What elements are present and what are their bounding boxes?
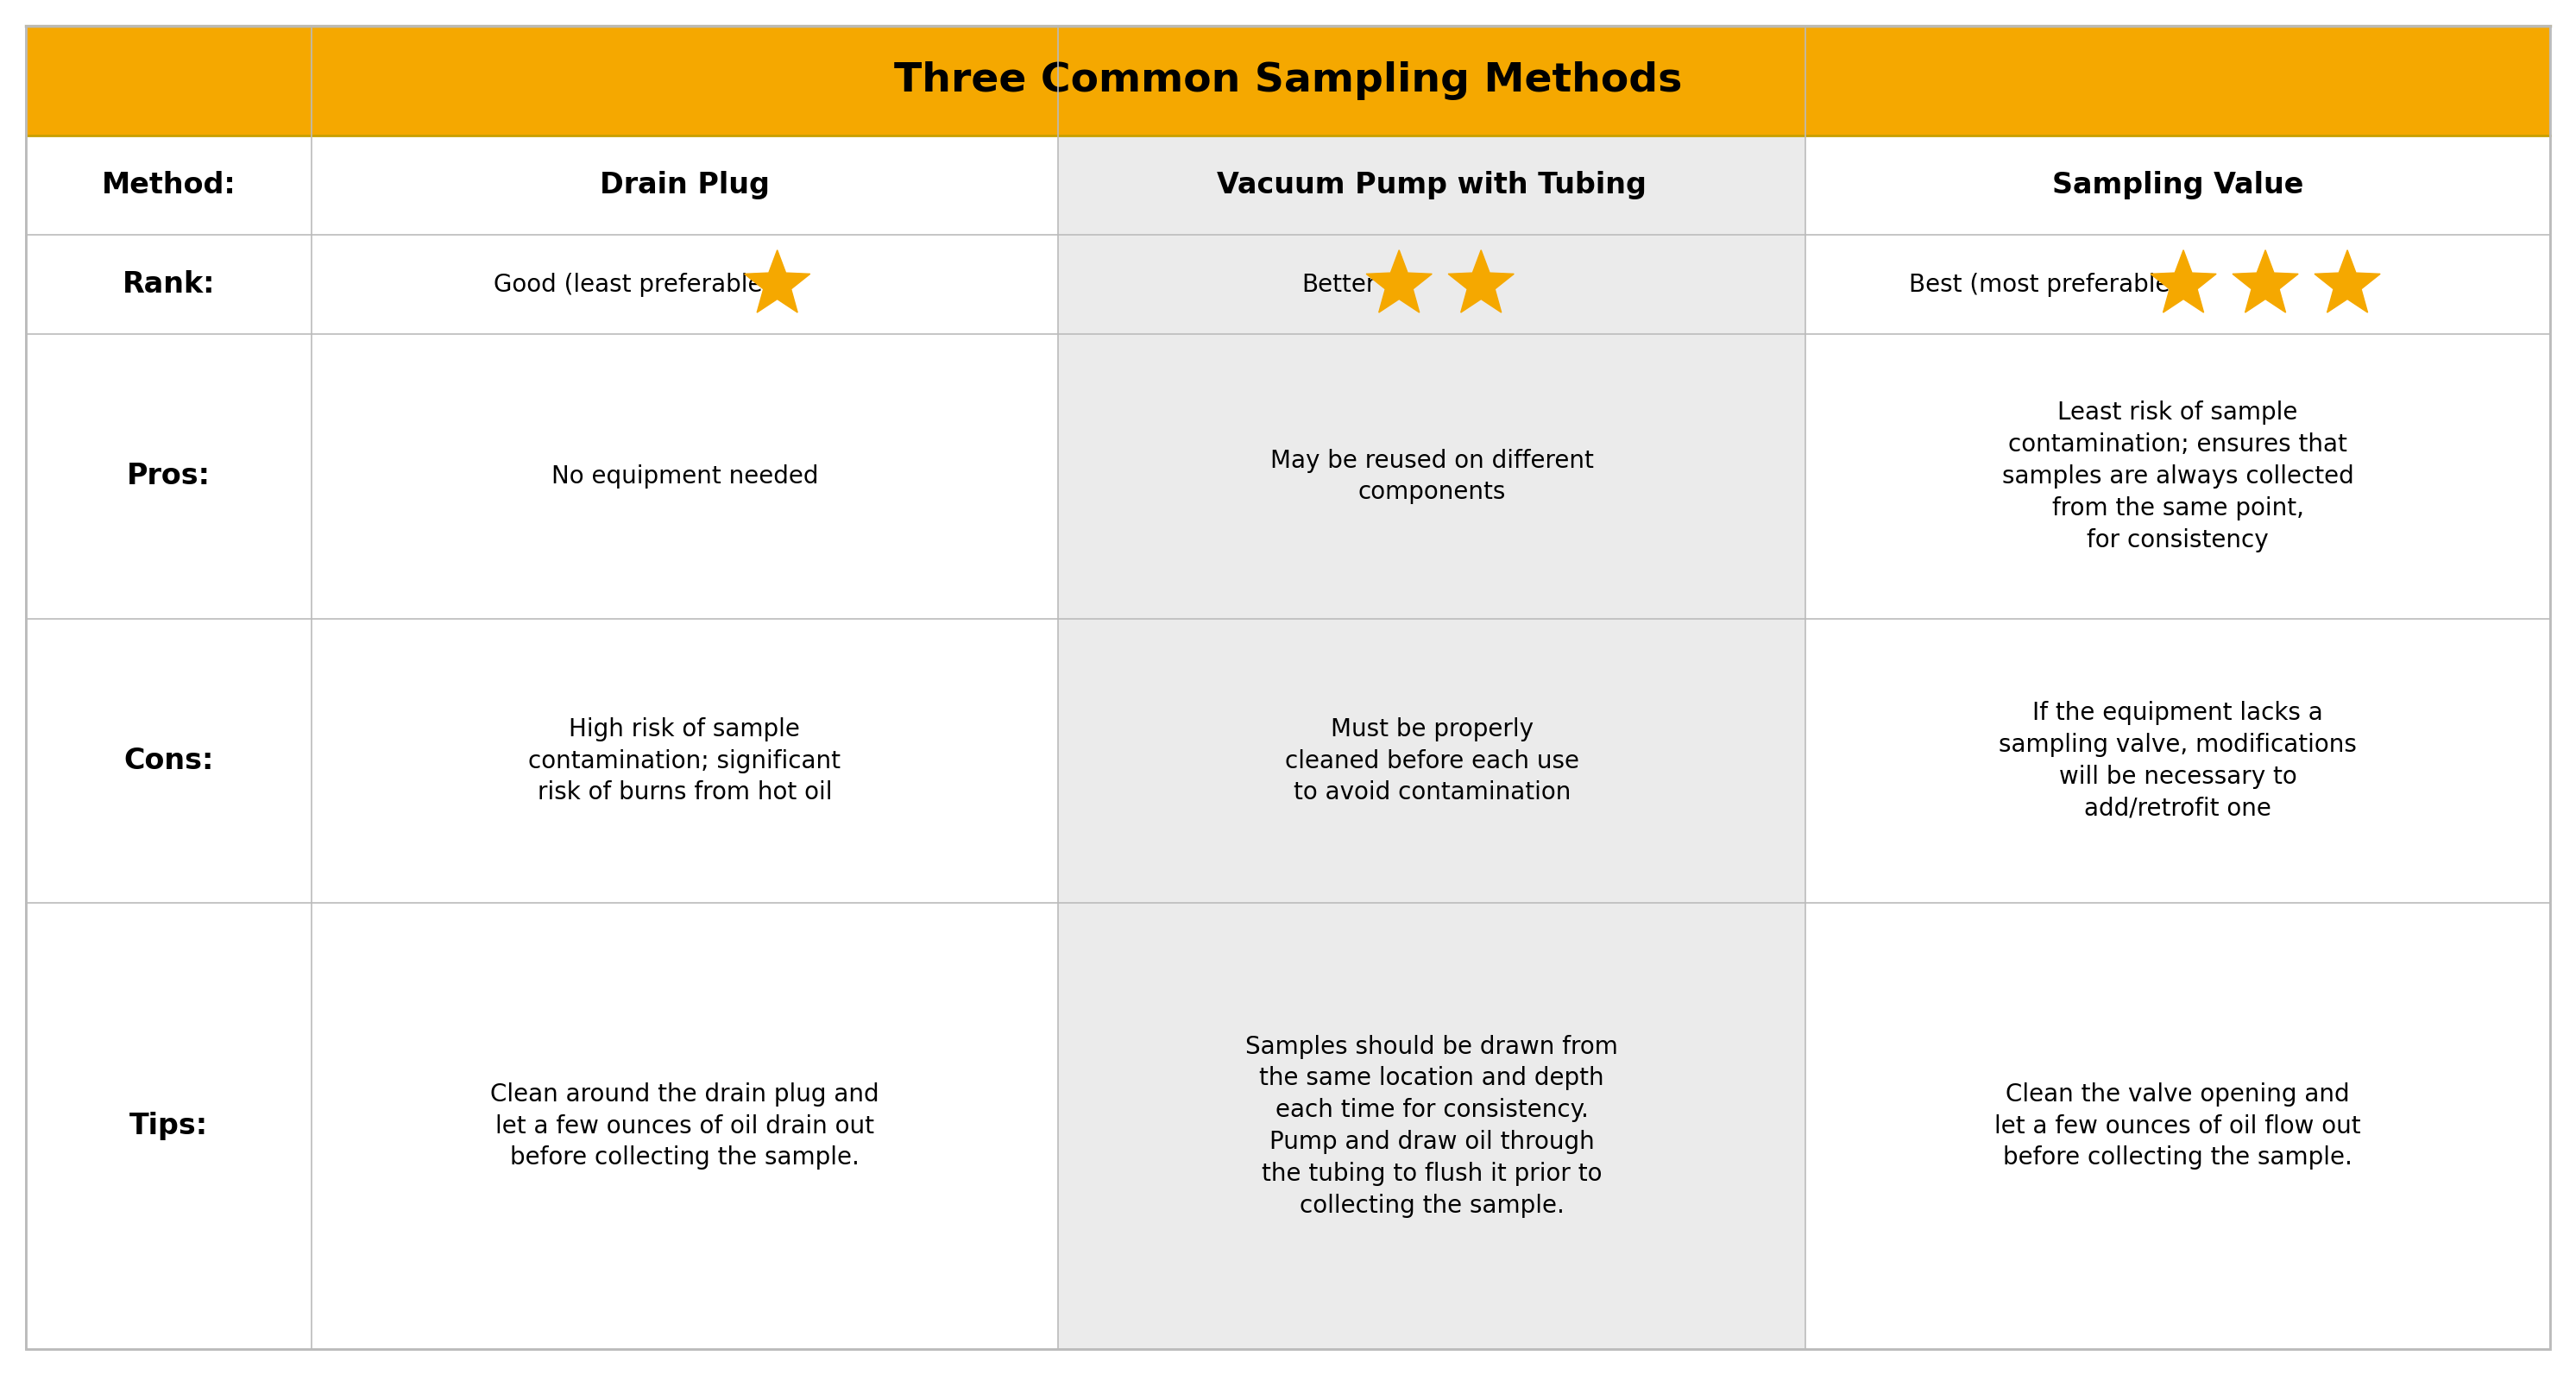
Text: Method:: Method: xyxy=(100,170,237,199)
Bar xyxy=(1059,619,1806,903)
Bar xyxy=(26,619,312,903)
Bar xyxy=(312,334,1059,619)
Text: Three Common Sampling Methods: Three Common Sampling Methods xyxy=(894,62,1682,100)
Polygon shape xyxy=(2313,250,2380,312)
Text: Least risk of sample
contamination; ensures that
samples are always collected
fr: Least risk of sample contamination; ensu… xyxy=(2002,401,2354,551)
Text: Vacuum Pump with Tubing: Vacuum Pump with Tubing xyxy=(1216,170,1646,199)
Bar xyxy=(1806,619,2550,903)
Bar xyxy=(312,136,1059,235)
Bar xyxy=(26,903,312,1349)
Bar xyxy=(1059,235,1806,334)
Bar xyxy=(312,235,1059,334)
Text: Better: Better xyxy=(1301,272,1376,297)
Text: If the equipment lacks a
sampling valve, modifications
will be necessary to
add/: If the equipment lacks a sampling valve,… xyxy=(1999,701,2357,821)
Bar xyxy=(312,903,1059,1349)
Text: Must be properly
cleaned before each use
to avoid contamination: Must be properly cleaned before each use… xyxy=(1285,718,1579,804)
Bar xyxy=(1059,136,1806,235)
Text: Rank:: Rank: xyxy=(121,271,214,298)
Polygon shape xyxy=(744,250,809,312)
Text: No equipment needed: No equipment needed xyxy=(551,465,819,488)
Bar xyxy=(312,619,1059,903)
Bar xyxy=(1059,334,1806,619)
Text: Cons:: Cons: xyxy=(124,747,214,775)
Bar xyxy=(26,26,2550,136)
Bar xyxy=(1806,334,2550,619)
Text: Samples should be drawn from
the same location and depth
each time for consisten: Samples should be drawn from the same lo… xyxy=(1247,1034,1618,1218)
Text: High risk of sample
contamination; significant
risk of burns from hot oil: High risk of sample contamination; signi… xyxy=(528,718,840,804)
Bar xyxy=(26,136,312,235)
Polygon shape xyxy=(1448,250,1515,312)
Text: Clean the valve opening and
let a few ounces of oil flow out
before collecting t: Clean the valve opening and let a few ou… xyxy=(1994,1082,2362,1170)
Text: Clean around the drain plug and
let a few ounces of oil drain out
before collect: Clean around the drain plug and let a fe… xyxy=(489,1082,878,1170)
Bar xyxy=(26,235,312,334)
Text: Sampling Value: Sampling Value xyxy=(2053,170,2303,199)
Polygon shape xyxy=(2151,250,2215,312)
Bar xyxy=(1806,235,2550,334)
Text: Good (least preferable): Good (least preferable) xyxy=(495,272,773,297)
Text: Pros:: Pros: xyxy=(126,462,211,491)
Text: Drain Plug: Drain Plug xyxy=(600,170,770,199)
Bar xyxy=(1806,136,2550,235)
Polygon shape xyxy=(2233,250,2298,312)
Bar xyxy=(1059,903,1806,1349)
Polygon shape xyxy=(1365,250,1432,312)
Text: Best (most preferable): Best (most preferable) xyxy=(1909,272,2179,297)
Bar xyxy=(26,334,312,619)
Text: May be reused on different
components: May be reused on different components xyxy=(1270,448,1595,505)
Bar xyxy=(1806,903,2550,1349)
Text: Tips:: Tips: xyxy=(129,1112,209,1140)
